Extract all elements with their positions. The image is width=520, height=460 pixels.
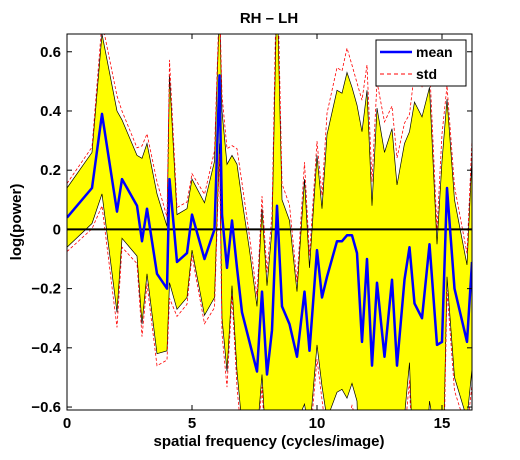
chart-title: RH – LH: [240, 10, 298, 27]
y-axis-label: log(power): [8, 184, 25, 261]
x-tick-label: 5: [188, 415, 196, 432]
y-tick-label: 0: [53, 221, 61, 238]
y-tick-label: −0.6: [31, 399, 61, 416]
y-tick-label: −0.2: [31, 281, 61, 298]
legend-box: [375, 39, 467, 87]
legend: mean std: [375, 39, 467, 87]
x-tick-label: 10: [309, 415, 326, 432]
y-tick-label: −0.4: [31, 340, 61, 357]
mean-line: [67, 74, 472, 376]
x-tick-label: 15: [434, 415, 451, 432]
std-line-upper: [67, 34, 472, 297]
plot-frame: [66, 33, 473, 411]
band-lower-edge: [67, 143, 472, 410]
legend-mean-label: mean: [416, 44, 453, 60]
plot-area: [67, 34, 472, 410]
x-axis-label: spatial frequency (cycles/image): [154, 433, 385, 450]
y-tick-label: 0.6: [40, 44, 61, 61]
legend-std-label: std: [416, 66, 437, 82]
axes: 0 5 10 15 −0.6 −0.4 −0.2 0 0.2 0.4 0.6: [31, 34, 472, 432]
y-tick-label: 0.4: [40, 103, 62, 120]
x-tick-label: 0: [63, 415, 71, 432]
y-tick-label: 0.2: [40, 162, 61, 179]
std-line-lower: [67, 153, 472, 410]
